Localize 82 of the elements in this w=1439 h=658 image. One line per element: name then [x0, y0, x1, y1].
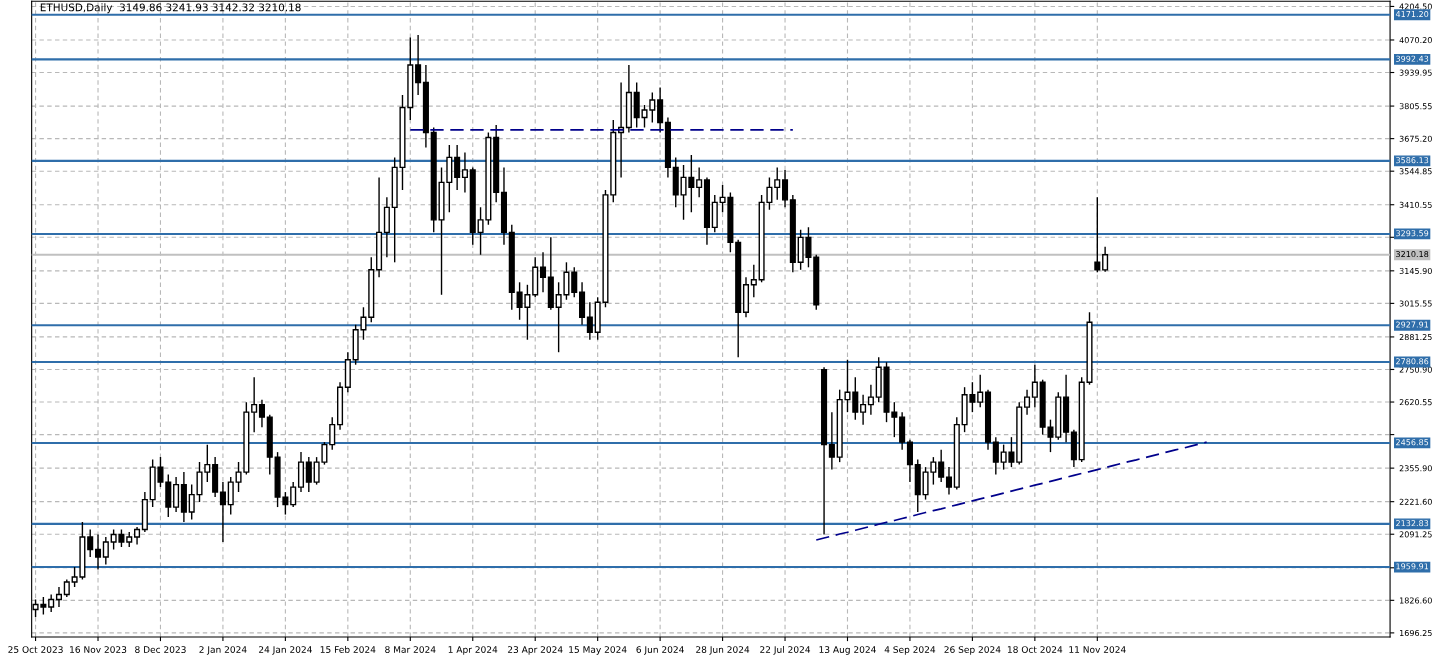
candlestick	[94, 533, 102, 571]
candlestick	[87, 528, 94, 558]
candlestick	[55, 586, 63, 608]
chart-title: ETHUSD,Daily 3149.86 3241.93 3142.32 3210.18	[40, 3, 301, 14]
x-tick-label: 4 Sep 2024	[884, 646, 936, 655]
candlestick	[415, 34, 422, 96]
candlestick	[219, 481, 226, 543]
y-tick-label: 2620.55	[1399, 399, 1432, 406]
ref-line-label: 2132.83	[1396, 520, 1429, 527]
candlestick	[992, 436, 999, 476]
y-tick-label: 2355.90	[1399, 465, 1432, 472]
y-tick-label: 2221.60	[1399, 498, 1432, 505]
y-tick-label: 4204.50	[1399, 3, 1432, 10]
x-tick-label: 18 Oct 2024	[1007, 646, 1063, 653]
y-tick-label: 2750.90	[1399, 366, 1432, 373]
candlestick	[977, 374, 984, 408]
y-tick-label: 4070.20	[1399, 37, 1432, 44]
line-series	[815, 441, 1208, 541]
candlestick	[750, 264, 757, 298]
ref-line-label: 3210.18	[1396, 251, 1429, 258]
candlestick	[696, 166, 703, 199]
ref-line-label: 3293.59	[1396, 230, 1429, 237]
y-tick-label: 3145.90	[1399, 267, 1432, 274]
y-tick-label: 3015.55	[1399, 300, 1432, 307]
x-tick-label: 11 Nov 2024	[1069, 646, 1126, 653]
y-tick-label: 1826.60	[1399, 597, 1432, 604]
candlestick	[781, 169, 789, 209]
ref-line-label: 2456.85	[1396, 439, 1429, 446]
x-tick-label: 28 Jun 2024	[696, 646, 750, 655]
candlestick	[539, 251, 547, 293]
y-tick-label: 3675.20	[1399, 135, 1432, 142]
ref-line-label: 3992.43	[1396, 55, 1429, 62]
ref-line-label: 4171.20	[1395, 11, 1429, 18]
x-tick-label: 2 Jan 2024	[199, 646, 247, 655]
candlestick	[571, 266, 578, 298]
candlestick	[251, 376, 258, 433]
ref-line-label: 2927.91	[1396, 321, 1429, 328]
x-tick-label: 16 Nov 2023	[70, 646, 127, 653]
x-tick-label: 15 Feb 2024	[320, 645, 376, 653]
candlestick	[102, 536, 109, 566]
candlestick	[774, 166, 781, 201]
candlestick	[258, 398, 266, 428]
x-tick-label: 22 Jul 2024	[760, 645, 811, 655]
candlestick	[227, 476, 234, 516]
candlestick	[657, 86, 664, 134]
x-tick-label: 8 Dec 2023	[135, 646, 186, 653]
candlestick	[461, 151, 468, 194]
x-tick-label: 1 Apr 2024	[448, 646, 498, 655]
x-tick-label: 24 Jan 2024	[258, 646, 312, 655]
candlestick	[867, 383, 874, 416]
candlestick	[945, 466, 953, 496]
x-tick-label: 26 Sep 2024	[944, 646, 1001, 655]
candlestick	[586, 301, 593, 341]
x-tick-label: 6 Jun 2024	[636, 646, 684, 655]
candlestick	[305, 456, 312, 493]
candlestick	[1094, 196, 1101, 273]
candlestick	[1024, 388, 1031, 416]
candlestick	[329, 416, 336, 451]
candlestick	[906, 438, 913, 483]
ref-line-label: 1959.91	[1396, 563, 1429, 570]
x-tick-label: 15 May 2024	[569, 646, 627, 655]
x-tick-label: 13 Aug 2024	[819, 646, 876, 655]
x-tick-label: 8 Mar 2024	[385, 646, 436, 653]
candlestick	[1102, 246, 1109, 273]
ref-line-label: 2780.86	[1396, 358, 1429, 365]
y-tick-label: 3939.95	[1399, 69, 1432, 76]
x-tick-label: 23 Apr 2024	[507, 646, 563, 655]
y-tick-label: 2091.25	[1399, 531, 1432, 538]
y-tick-label: 2881.25	[1399, 334, 1432, 341]
candlestick	[860, 393, 867, 426]
ref-line-label: 3586.13	[1396, 157, 1429, 164]
y-tick-label: 3410.55	[1399, 201, 1432, 208]
candlestick	[290, 481, 297, 508]
candlestick	[938, 448, 945, 483]
candlestick	[828, 411, 835, 471]
y-tick-label: 3544.85	[1399, 168, 1432, 175]
candlestick	[454, 144, 461, 191]
candlestick	[1031, 364, 1038, 408]
y-tick-label: 1696.25	[1399, 629, 1432, 637]
y-tick-label: 3805.55	[1399, 103, 1432, 110]
x-tick-label: 25 Oct 2023	[8, 646, 63, 653]
candlestick	[173, 476, 180, 513]
